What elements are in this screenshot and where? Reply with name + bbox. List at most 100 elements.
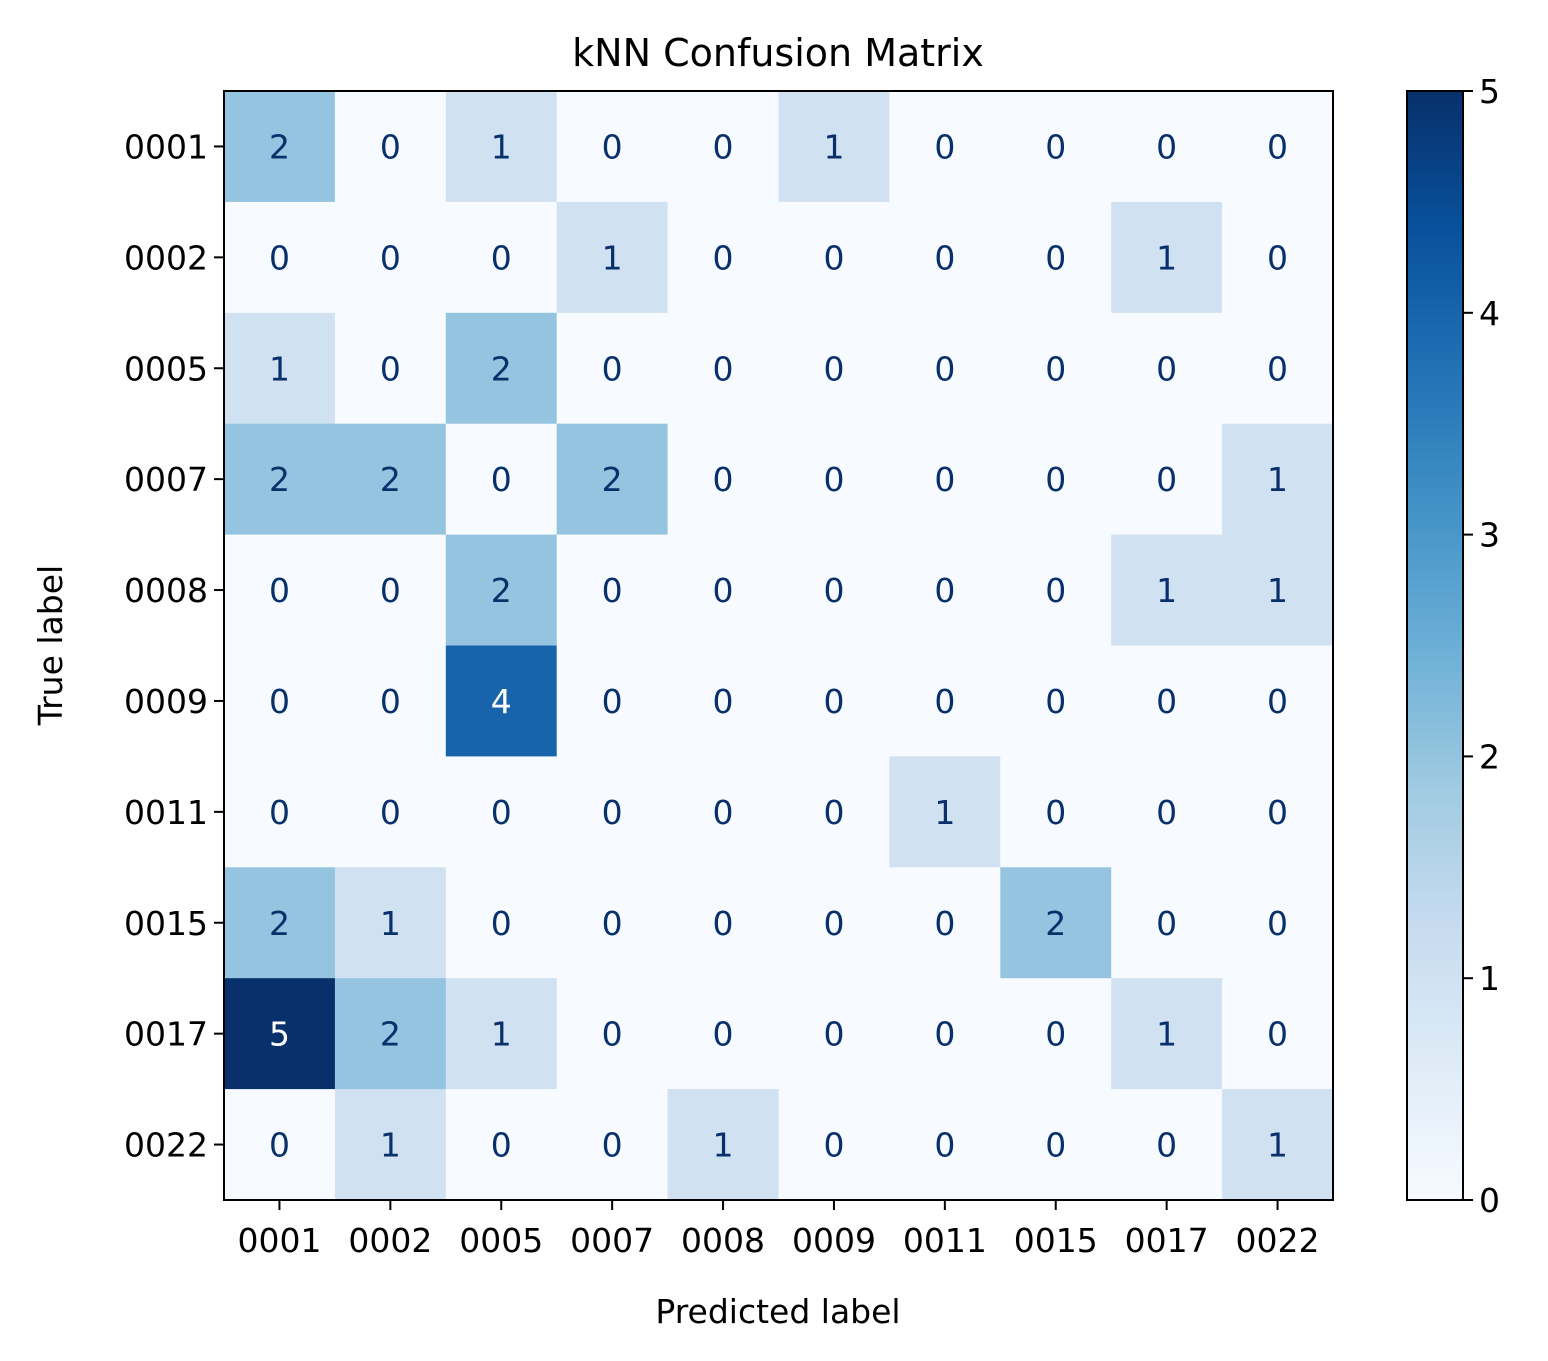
colorbar-tick-label: 5 bbox=[1479, 72, 1500, 111]
x-tick-label: 0011 bbox=[903, 1221, 987, 1260]
cell-value-label: 0 bbox=[491, 238, 512, 277]
cell-value-label: 0 bbox=[934, 904, 955, 943]
heatmap-cell bbox=[1222, 978, 1334, 1090]
heatmap-cell bbox=[889, 645, 1001, 757]
cell-value-label: 1 bbox=[1156, 1015, 1177, 1054]
heatmap-cell bbox=[224, 91, 336, 203]
cell-value-label: 0 bbox=[1156, 349, 1177, 388]
heatmap-cell bbox=[556, 312, 669, 425]
heatmap-cell bbox=[667, 756, 779, 868]
colorbar-tick-label: 1 bbox=[1479, 959, 1500, 998]
cell-value-label: 1 bbox=[491, 127, 512, 166]
cell-value-label: 0 bbox=[823, 349, 844, 388]
cell-value-label: 2 bbox=[269, 127, 290, 166]
cell-value-label: 0 bbox=[491, 904, 512, 943]
heatmap-cell bbox=[334, 423, 447, 536]
heatmap-cell bbox=[778, 1089, 890, 1201]
heatmap-cell bbox=[667, 867, 779, 979]
heatmap-cells bbox=[224, 91, 1334, 1201]
cell-value-label: 0 bbox=[380, 349, 401, 388]
cell-value-label: 0 bbox=[1045, 682, 1066, 721]
heatmap-cell bbox=[667, 534, 779, 646]
cell-value-label: 0 bbox=[713, 571, 734, 610]
heatmap-cell bbox=[1222, 91, 1334, 203]
cell-value-label: 0 bbox=[713, 904, 734, 943]
heatmap-cell bbox=[224, 645, 336, 757]
heatmap-cell bbox=[556, 645, 669, 757]
heatmap-cell bbox=[1111, 201, 1223, 314]
heatmap-cell bbox=[1222, 1089, 1334, 1201]
heatmap-cell bbox=[778, 423, 890, 536]
heatmap-cell bbox=[778, 867, 890, 979]
cell-value-label: 0 bbox=[602, 127, 623, 166]
cell-value-label: 0 bbox=[934, 238, 955, 277]
cell-value-label: 0 bbox=[1045, 1126, 1066, 1165]
heatmap-cell bbox=[1222, 534, 1334, 646]
cell-value-label: 2 bbox=[602, 460, 623, 499]
heatmap-cell bbox=[334, 534, 447, 646]
cell-value-label: 1 bbox=[269, 349, 290, 388]
cell-value-label: 1 bbox=[602, 238, 623, 277]
heatmap-cell bbox=[445, 91, 558, 203]
heatmap-cell bbox=[1222, 756, 1334, 868]
cell-value-label: 1 bbox=[1267, 460, 1288, 499]
heatmap-cell bbox=[334, 91, 447, 203]
cell-value-label: 0 bbox=[823, 1126, 844, 1165]
x-tick-label: 0001 bbox=[237, 1221, 321, 1260]
x-tick-label: 0022 bbox=[1236, 1221, 1320, 1260]
cell-value-label: 0 bbox=[602, 1015, 623, 1054]
cell-value-label: 0 bbox=[934, 349, 955, 388]
y-tick-label: 0011 bbox=[124, 793, 208, 832]
cell-value-label: 0 bbox=[823, 460, 844, 499]
cell-value-label: 0 bbox=[713, 682, 734, 721]
heatmap-cell bbox=[445, 201, 558, 314]
cell-value-label: 1 bbox=[1267, 571, 1288, 610]
colorbar-tick-label: 2 bbox=[1479, 737, 1500, 776]
cell-value-label: 0 bbox=[1156, 1126, 1177, 1165]
cell-value-label: 1 bbox=[380, 1126, 401, 1165]
cell-value-label: 0 bbox=[823, 682, 844, 721]
heatmap-cell bbox=[1000, 423, 1112, 536]
cell-value-label: 0 bbox=[1267, 1015, 1288, 1054]
cell-value-label: 2 bbox=[269, 460, 290, 499]
colorbar bbox=[1406, 90, 1464, 1201]
cell-value-label: 1 bbox=[713, 1126, 734, 1165]
heatmap-cell bbox=[224, 312, 336, 425]
heatmap-cell bbox=[1222, 312, 1334, 425]
heatmap-cell bbox=[1000, 534, 1112, 646]
heatmap-cell bbox=[1111, 1089, 1223, 1201]
cell-value-label: 2 bbox=[380, 460, 401, 499]
cell-value-label: 0 bbox=[269, 238, 290, 277]
y-tick-label: 0009 bbox=[124, 682, 208, 721]
heatmap-cell bbox=[778, 312, 890, 425]
cell-value-label: 0 bbox=[1045, 793, 1066, 832]
heatmap-cell bbox=[445, 312, 558, 425]
heatmap-cell bbox=[778, 645, 890, 757]
cell-value-label: 0 bbox=[1267, 349, 1288, 388]
y-tick-label: 0017 bbox=[124, 1015, 208, 1054]
cell-value-label: 0 bbox=[713, 127, 734, 166]
cell-value-label: 0 bbox=[602, 682, 623, 721]
cell-value-label: 0 bbox=[934, 682, 955, 721]
heatmap-cell bbox=[224, 423, 336, 536]
cell-value-label: 0 bbox=[1156, 904, 1177, 943]
y-axis-label: True label bbox=[31, 565, 70, 726]
cell-value-label: 0 bbox=[602, 1126, 623, 1165]
cell-value-label: 1 bbox=[1267, 1126, 1288, 1165]
y-axis-ticks: 0001 0002 0005 0007 0008 0009 0011 0015 0017 0022 bbox=[124, 127, 224, 1165]
heatmap-cell bbox=[889, 978, 1001, 1090]
heatmap-cell bbox=[667, 1089, 779, 1201]
colorbar-tick-label: 3 bbox=[1479, 516, 1500, 555]
heatmap-cell bbox=[1000, 978, 1112, 1090]
colorbar-tick-label: 0 bbox=[1479, 1181, 1500, 1220]
colorbar-tick-label: 4 bbox=[1479, 294, 1500, 333]
cell-value-label: 0 bbox=[934, 1126, 955, 1165]
heatmap-cell bbox=[1111, 91, 1223, 203]
cell-value-label: 0 bbox=[1156, 682, 1177, 721]
heatmap-cell bbox=[889, 534, 1001, 646]
x-tick-label: 0007 bbox=[570, 1221, 654, 1260]
cell-value-label: 0 bbox=[1267, 238, 1288, 277]
heatmap-cell bbox=[334, 1089, 447, 1201]
heatmap-cell bbox=[1111, 756, 1223, 868]
